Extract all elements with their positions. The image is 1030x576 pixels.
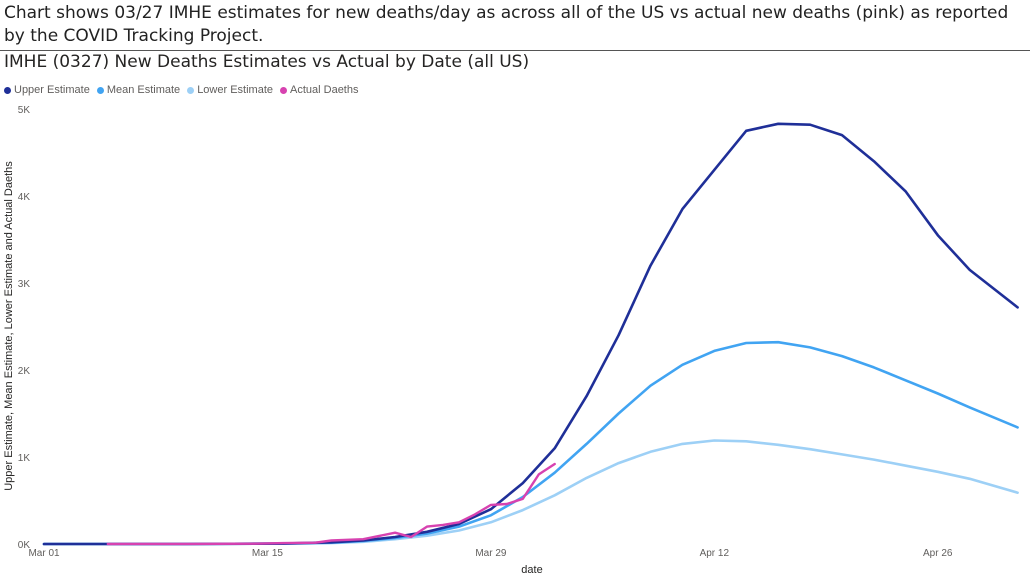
legend-label: Lower Estimate [197, 84, 273, 96]
x-tick-label: Apr 12 [700, 548, 730, 559]
y-tick-label: 2K [18, 366, 31, 377]
legend-marker [4, 86, 11, 94]
series-line-mean-estimate[interactable] [42, 340, 1019, 546]
y-axis-title: Upper Estimate, Mean Estimate, Lower Est… [3, 161, 15, 491]
legend-label: Upper Estimate [14, 84, 90, 96]
legend-marker [187, 86, 195, 94]
legend-item[interactable]: Upper Estimate [4, 84, 90, 96]
x-tick-label: Mar 01 [28, 548, 60, 559]
caption-divider [0, 50, 1030, 51]
legend-marker [96, 86, 104, 94]
y-tick-label: 0K [18, 540, 31, 551]
legend-item[interactable]: Lower Estimate [187, 84, 273, 96]
series-line-actual-daeths[interactable] [106, 462, 556, 546]
series-line-upper-estimate[interactable] [42, 122, 1019, 546]
y-tick-label: 4K [18, 192, 31, 203]
x-tick-label: Apr 26 [923, 548, 953, 559]
legend-label: Actual Daeths [290, 84, 359, 96]
x-tick-label: Mar 15 [252, 548, 284, 559]
legend-label: Mean Estimate [106, 84, 181, 96]
x-tick-label: Mar 29 [475, 548, 507, 559]
chart-title: IMHE (0327) New Deaths Estimates vs Actu… [4, 52, 530, 72]
x-axis-title: date [521, 564, 542, 576]
y-tick-label: 3K [18, 279, 31, 290]
y-tick-label: 5K [18, 105, 31, 116]
legend-item[interactable]: Mean Estimate [96, 84, 181, 96]
y-tick-label: 1K [18, 453, 31, 464]
legend-item[interactable]: Actual Daeths [280, 84, 358, 96]
chart-caption: Chart shows 03/27 IMHE estimates for new… [4, 3, 1009, 46]
chart-legend: Upper Estimate Mean Estimate Lower Estimat… [4, 84, 358, 96]
legend-marker [280, 86, 287, 94]
